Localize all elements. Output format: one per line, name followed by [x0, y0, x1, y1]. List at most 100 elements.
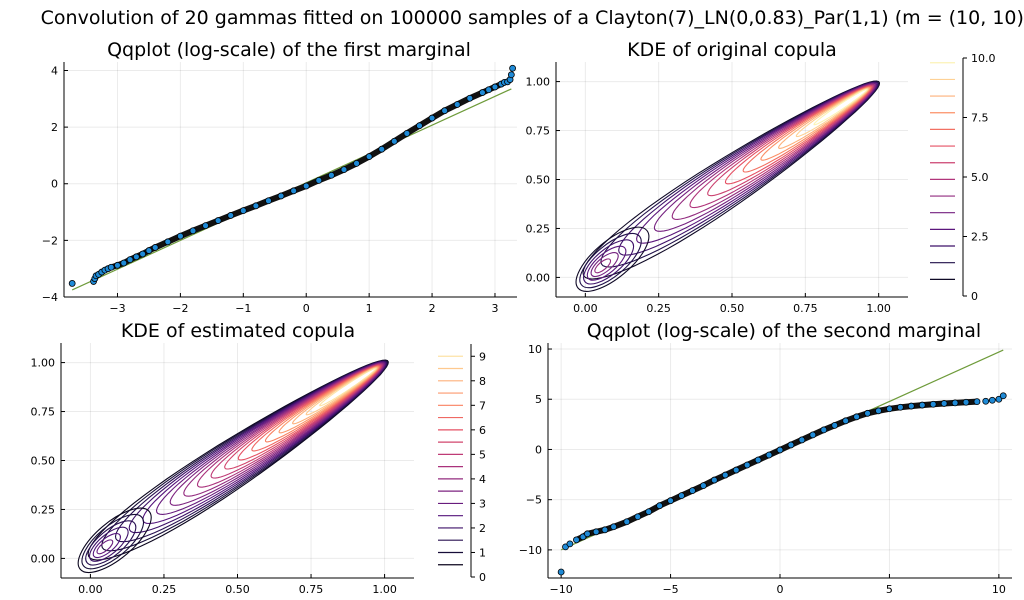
kde2-contour-ridge-16 [305, 367, 378, 416]
qq1-point-33 [378, 145, 386, 153]
kde2-contour-ridge-9 [210, 363, 383, 479]
kde2-colorbar-tick-label-9: 9 [479, 350, 486, 363]
kde1-contour-corner-0 [575, 226, 650, 292]
kde2-colorbar-tick-label-2: 2 [479, 522, 486, 535]
qq2-point-13 [667, 497, 674, 505]
qq1-point-14 [145, 247, 153, 254]
kde2-colorbar-tick-label-0: 0 [479, 571, 486, 584]
kde1-xtick-label-1: 0.25 [646, 302, 671, 315]
qqplot-first-marginal-axes [63, 62, 517, 298]
kde2-contour-corner-0 [77, 507, 152, 574]
kde1-xtick-label-0: 0.00 [573, 302, 598, 315]
qq1-point-36 [416, 122, 423, 130]
kde2-xtick-label-1: 0.25 [152, 583, 177, 596]
kde1-colorbar-tick-label-4: 10.0 [971, 52, 996, 65]
kde2-contour-corner-2 [85, 520, 137, 566]
kde-original-copula-contours [575, 80, 881, 292]
qq2-point-2 [566, 540, 574, 548]
qq1-point-17 [176, 232, 184, 240]
qq1-point-43 [491, 83, 499, 91]
kde2-contour-ridge-13 [264, 365, 380, 443]
kde2-contour-ridge-10 [224, 364, 382, 470]
kde2-contour-ridge-7 [183, 362, 384, 497]
kde-original-copula-title: KDE of original copula [627, 39, 837, 61]
qq2-point-31 [864, 409, 871, 417]
qq1-point-37 [428, 114, 436, 122]
kde1-xtick-label-2: 0.50 [720, 302, 745, 315]
qq2-point-7 [601, 526, 609, 534]
qqplot-first-marginal-panel: Qqplot (log-scale) of the first marginal… [42, 39, 517, 315]
qq2-point-3 [573, 536, 580, 544]
qq2-point-32 [875, 407, 882, 415]
kde1-contour-ridge-13 [813, 88, 868, 126]
qq1-point-42 [485, 86, 493, 94]
qqplot-first-marginal-points [68, 64, 516, 287]
qq1-point-19 [202, 222, 209, 230]
kde-original-copula-ticks: 0.00 0.25 0.50 0.75 1.00 0.00 0.25 0.50 0.75 1.00 [526, 76, 891, 315]
qq1-point-16 [164, 238, 172, 246]
qq2-point-24 [787, 441, 795, 449]
qq1-ytick-label-0: −4 [42, 291, 58, 304]
kde2-contour-corner-4 [92, 532, 121, 559]
qq2-xtick-label-3: 5 [886, 583, 893, 596]
qq1-point-15 [151, 244, 159, 251]
qq2-point-8 [610, 523, 618, 531]
qq1-point-32 [365, 153, 373, 160]
qq1-point-18 [189, 227, 197, 235]
kde2-contour-ridge-2 [114, 360, 388, 543]
qq2-point-15 [689, 487, 696, 495]
qq2-point-22 [765, 451, 773, 459]
qq2-point-36 [918, 401, 926, 409]
kde-original-copula-colorbar: 0 2.5 5.0 7.5 10.0 [930, 52, 996, 303]
qq2-point-9 [623, 518, 631, 526]
kde2-contour-corner-3 [88, 526, 129, 562]
qq1-point-29 [327, 171, 335, 179]
qq1-point-8 [107, 263, 115, 271]
qq2-point-40 [962, 398, 970, 406]
qqplot-second-marginal-points [557, 392, 1007, 576]
kde2-colorbar-tick-label-8: 8 [479, 375, 486, 388]
qq1-point-11 [126, 256, 134, 264]
qq2-point-12 [656, 502, 664, 510]
kde2-ytick-label-4: 1.00 [31, 357, 56, 370]
qq1-point-22 [239, 207, 247, 215]
qq1-point-28 [315, 176, 323, 184]
qq2-point-39 [951, 399, 959, 407]
kde2-xtick-label-3: 0.75 [299, 583, 324, 596]
qq1-xtick-label-3: 0 [303, 302, 310, 315]
qq2-point-10 [634, 513, 642, 521]
kde1-contour-ridge-10 [760, 86, 871, 161]
qq1-point-38 [441, 107, 449, 115]
kde1-contour-corner-3 [586, 245, 627, 281]
kde1-contour-ridge-11 [778, 87, 870, 149]
qq1-point-48 [507, 71, 515, 79]
kde1-xtick-label-3: 0.75 [793, 302, 818, 315]
qq2-point-44 [995, 395, 1003, 403]
kde1-contour-ridge-1 [600, 81, 880, 268]
kde-estimated-copula-colorbar: 0 1 2 3 4 5 6 7 8 9 [438, 344, 486, 584]
kde2-ytick-label-2: 0.50 [31, 455, 56, 468]
qq1-point-31 [353, 159, 360, 167]
qq1-point-0 [68, 280, 76, 287]
qq1-xtick-label-5: 2 [429, 302, 436, 315]
qq2-point-20 [743, 461, 751, 469]
qqplot-first-marginal-grid [64, 62, 517, 298]
qqplot-first-marginal-title: Qqplot (log-scale) of the first marginal [107, 39, 471, 61]
kde2-contour-ridge-11 [237, 364, 381, 461]
qq2-point-43 [988, 396, 996, 404]
qq2-point-18 [721, 471, 729, 479]
kde2-colorbar-tick-label-4: 4 [479, 473, 486, 486]
qq1-point-30 [340, 166, 348, 173]
qq2-point-29 [842, 417, 850, 425]
qqplot-second-marginal-ticks: −10 −5 0 5 10 −10 −5 0 5 10 [519, 343, 1006, 596]
kde2-contour-ridge-15 [292, 366, 378, 425]
qq1-point-49 [509, 64, 516, 72]
qq2-point-28 [831, 421, 839, 429]
qq2-xtick-label-2: 0 [777, 583, 784, 596]
kde2-colorbar-tick-label-7: 7 [479, 399, 486, 412]
kde1-contour-ridge-6 [689, 84, 875, 209]
kde2-contour-corner-1 [81, 513, 144, 570]
kde1-ytick-label-1: 0.25 [526, 222, 551, 235]
kde-estimated-copula-axes [60, 343, 414, 579]
